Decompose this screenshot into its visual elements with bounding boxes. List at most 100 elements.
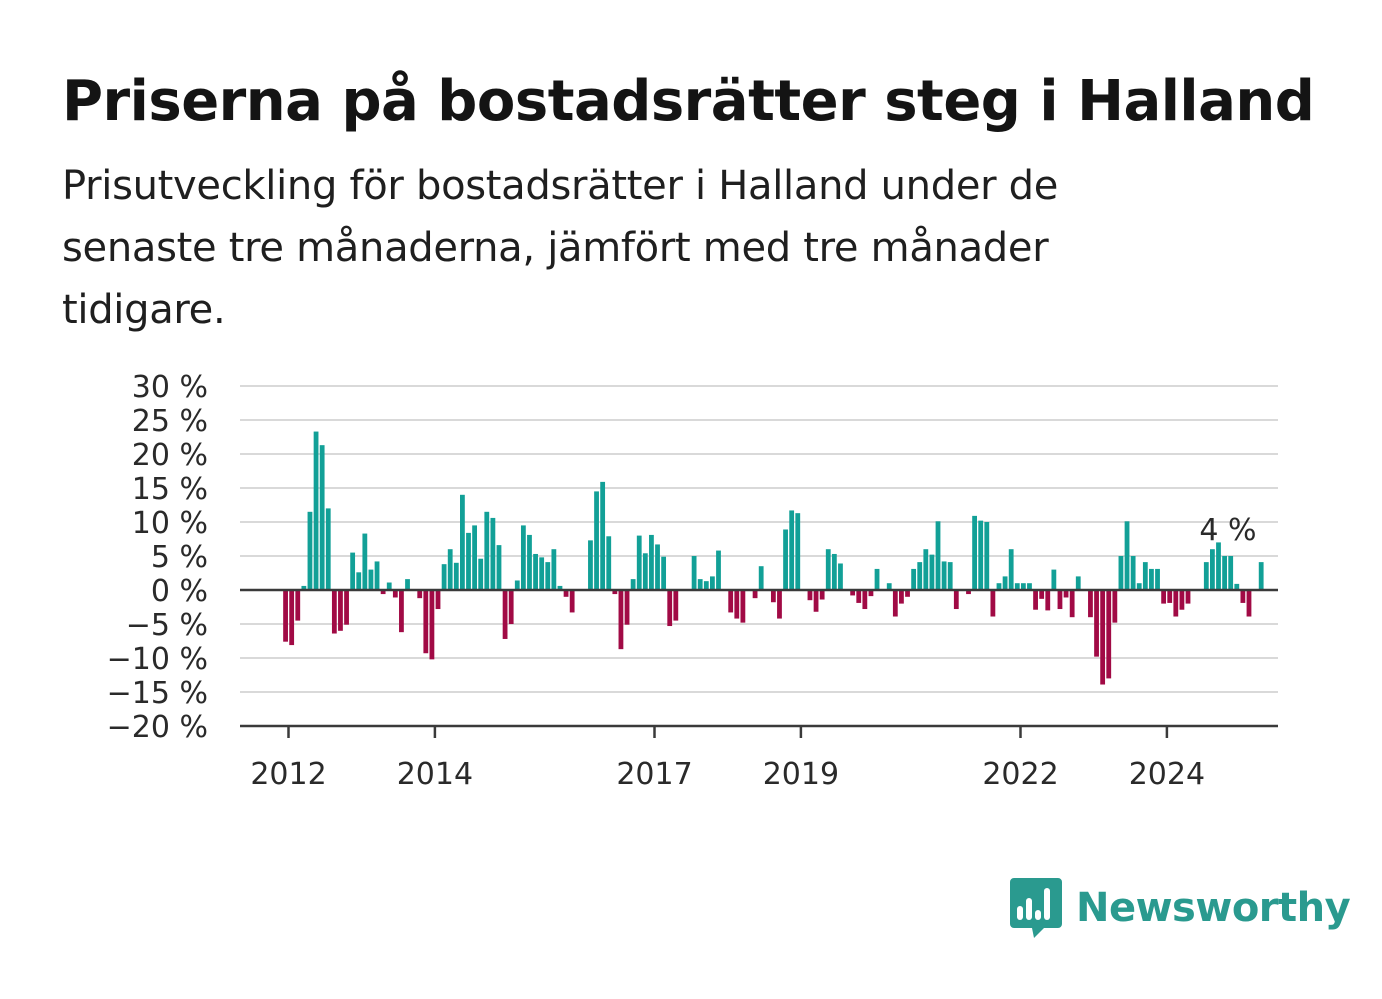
bar xyxy=(435,590,441,610)
bar xyxy=(313,431,319,590)
bar xyxy=(374,561,380,590)
bar xyxy=(953,590,959,610)
bar xyxy=(777,590,782,619)
x-tick-label: 2019 xyxy=(763,757,839,792)
bar xyxy=(996,583,1002,590)
bar xyxy=(563,590,569,597)
bar xyxy=(1149,568,1154,590)
bar xyxy=(740,590,746,623)
bar xyxy=(380,590,386,595)
bar xyxy=(838,563,843,590)
bar xyxy=(1173,590,1179,617)
bar xyxy=(1258,562,1264,590)
bar xyxy=(1179,590,1185,610)
bar xyxy=(1057,590,1063,610)
bar xyxy=(990,590,996,617)
bar xyxy=(295,590,301,621)
brand-name: Newsworthy xyxy=(1076,885,1351,931)
bar xyxy=(905,590,910,597)
bar xyxy=(783,529,788,590)
bar xyxy=(588,540,593,590)
bar xyxy=(283,590,288,642)
bars xyxy=(283,431,1264,685)
bar xyxy=(447,549,453,590)
bar xyxy=(1222,556,1227,590)
bar xyxy=(673,590,679,621)
bar xyxy=(630,579,636,590)
bar xyxy=(350,552,356,590)
bar xyxy=(594,491,599,590)
bar xyxy=(758,566,764,590)
bar xyxy=(453,562,459,590)
bar xyxy=(716,550,721,590)
bar xyxy=(478,558,484,590)
bar xyxy=(935,521,941,590)
bar xyxy=(752,590,758,599)
bar xyxy=(813,590,819,612)
x-tick-label: 2012 xyxy=(250,757,326,792)
bar xyxy=(825,549,831,590)
bar xyxy=(289,590,295,646)
bar xyxy=(1118,556,1124,590)
bar xyxy=(819,590,825,600)
bar xyxy=(356,572,362,590)
bar xyxy=(892,590,898,617)
bar xyxy=(1106,590,1112,679)
x-tick-label: 2022 xyxy=(982,757,1058,792)
bar xyxy=(917,562,923,590)
bar xyxy=(850,590,856,596)
bar xyxy=(1234,583,1240,590)
bar xyxy=(429,590,435,660)
bar xyxy=(508,590,514,624)
bar xyxy=(307,511,313,590)
y-tick-label: −10 % xyxy=(107,642,208,677)
bar xyxy=(1155,568,1160,590)
bar xyxy=(331,590,337,634)
bar xyxy=(496,545,502,590)
bar xyxy=(667,590,673,627)
bar xyxy=(710,576,715,590)
y-tick-label: 5 % xyxy=(151,540,208,575)
bar xyxy=(929,554,935,590)
bar xyxy=(1008,549,1014,590)
bar xyxy=(984,522,990,590)
bar xyxy=(789,510,795,590)
bar xyxy=(1185,590,1191,604)
bar xyxy=(923,549,929,590)
bar xyxy=(1130,556,1136,590)
bar xyxy=(734,590,740,619)
bar xyxy=(417,590,423,599)
bar xyxy=(978,520,984,590)
bar xyxy=(1203,562,1209,590)
bar xyxy=(545,562,551,590)
bar xyxy=(460,494,465,590)
bar xyxy=(338,590,343,631)
bar xyxy=(886,583,892,590)
bar xyxy=(1039,590,1045,599)
bar xyxy=(1063,590,1069,598)
bar xyxy=(368,569,374,590)
bar xyxy=(1136,583,1142,590)
axes xyxy=(240,588,1278,738)
bar xyxy=(386,582,392,590)
bar-chart-speech-bubble-icon xyxy=(1010,878,1062,938)
bar xyxy=(551,549,557,590)
bar xyxy=(502,590,508,639)
bar xyxy=(405,579,410,590)
bar xyxy=(770,590,776,603)
bar xyxy=(807,590,813,601)
bar xyxy=(911,568,917,590)
y-tick-label: −5 % xyxy=(126,608,208,643)
x-tick-label: 2014 xyxy=(397,757,473,792)
x-tick-label: 2024 xyxy=(1129,757,1205,792)
bar xyxy=(856,590,862,603)
bar xyxy=(569,590,575,613)
bar xyxy=(1167,590,1173,603)
bar xyxy=(831,553,837,590)
bar xyxy=(941,561,947,590)
bar xyxy=(533,553,538,590)
y-tick-label: 20 % xyxy=(132,438,208,473)
bar xyxy=(423,590,429,654)
y-tick-label: 0 % xyxy=(151,574,208,609)
bar xyxy=(399,590,404,633)
